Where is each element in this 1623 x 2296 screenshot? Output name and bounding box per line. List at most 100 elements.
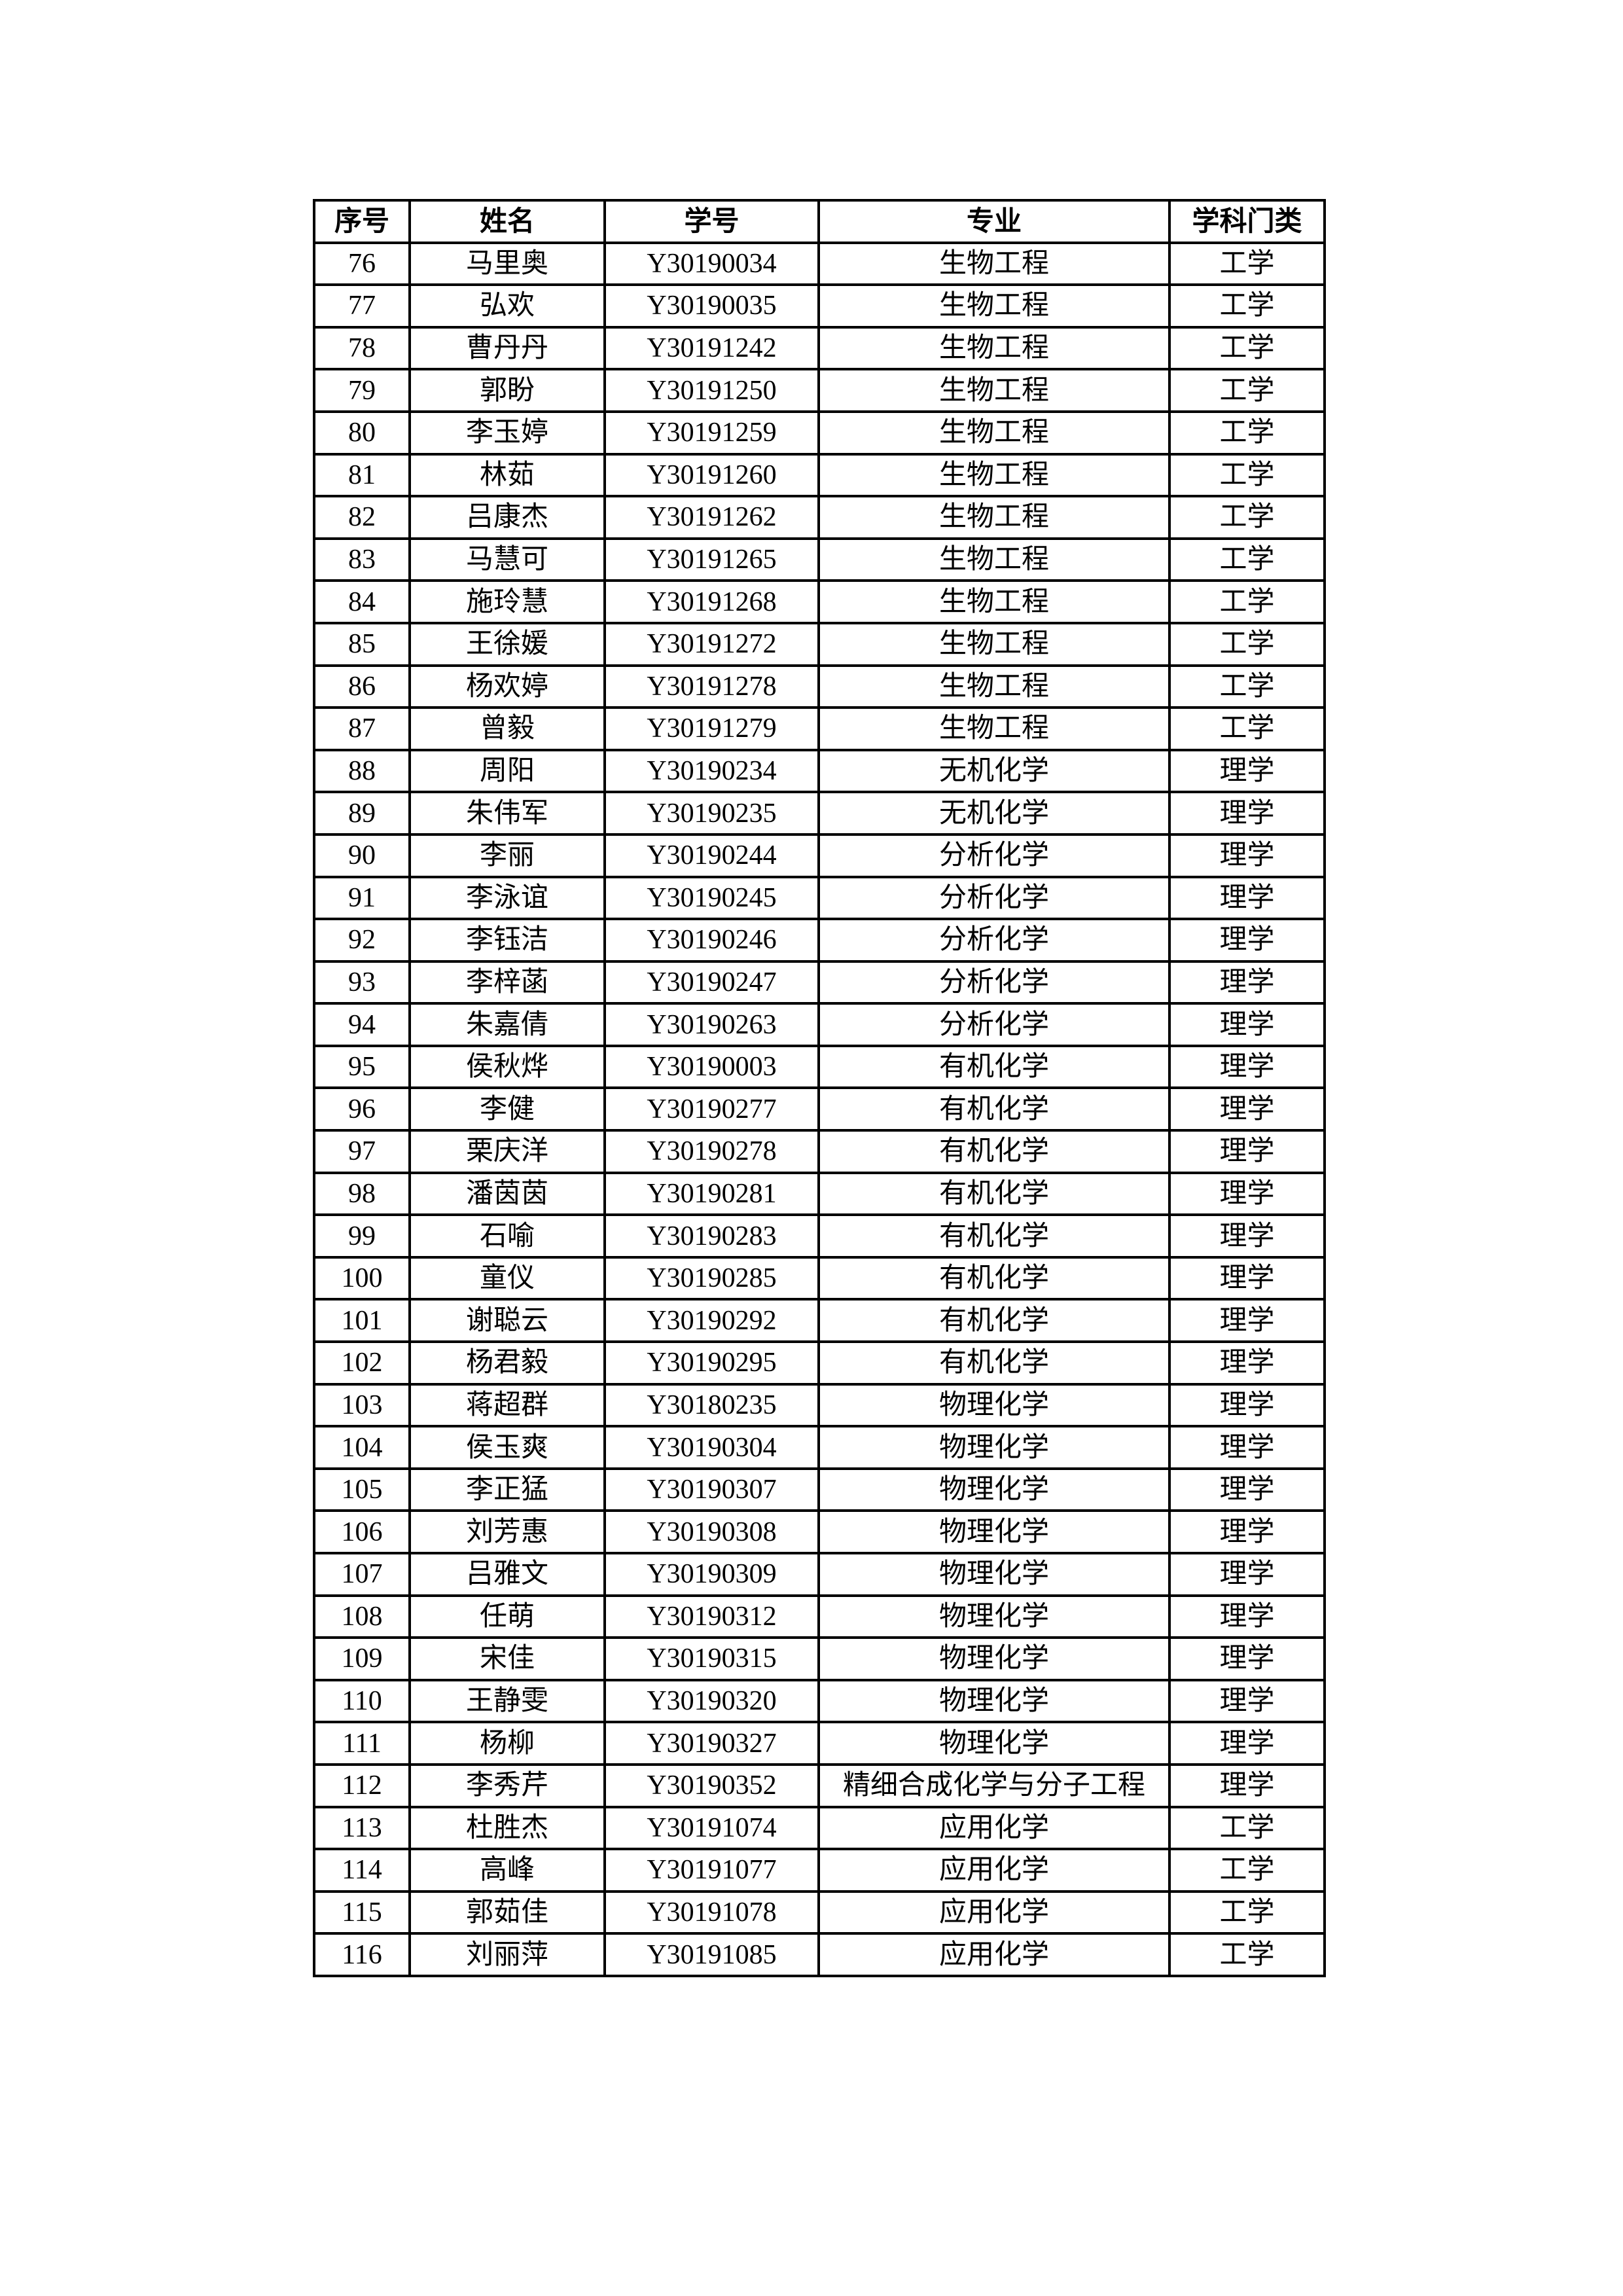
cell-name: 蒋超群 [408, 1382, 606, 1428]
table-row: 76 马里奥 Y30190034 生物工程 工学 [313, 241, 1326, 287]
cell-discipline: 理学 [1168, 1171, 1326, 1217]
cell-name: 李梓菡 [408, 960, 606, 1005]
table-row: 88 周阳 Y30190234 无机化学 理学 [313, 748, 1326, 794]
cell-index: 113 [313, 1805, 411, 1851]
cell-index: 101 [313, 1298, 411, 1344]
table-row: 108 任萌 Y30190312 物理化学 理学 [313, 1594, 1326, 1640]
cell-index: 107 [313, 1552, 411, 1597]
cell-student-id: Y30190352 [603, 1763, 820, 1808]
cell-index: 78 [313, 325, 411, 371]
cell-name: 任萌 [408, 1594, 606, 1640]
table-row: 101 谢聪云 Y30190292 有机化学 理学 [313, 1298, 1326, 1344]
cell-major: 生物工程 [817, 537, 1171, 583]
cell-discipline: 工学 [1168, 325, 1326, 371]
cell-student-id: Y30191077 [603, 1848, 820, 1893]
cell-name: 马里奥 [408, 241, 606, 287]
table-row: 92 李钰洁 Y30190246 分析化学 理学 [313, 918, 1326, 963]
cell-major: 物理化学 [817, 1425, 1171, 1470]
cell-major: 物理化学 [817, 1721, 1171, 1766]
cell-discipline: 工学 [1168, 706, 1326, 751]
cell-index: 80 [313, 410, 411, 456]
cell-discipline: 理学 [1168, 791, 1326, 836]
cell-major: 无机化学 [817, 791, 1171, 836]
cell-name: 石喻 [408, 1213, 606, 1259]
cell-index: 104 [313, 1425, 411, 1470]
cell-index: 95 [313, 1044, 411, 1090]
cell-discipline: 理学 [1168, 1213, 1326, 1259]
cell-name: 高峰 [408, 1848, 606, 1893]
cell-name: 谢聪云 [408, 1298, 606, 1344]
cell-student-id: Y30191278 [603, 664, 820, 709]
cell-index: 96 [313, 1086, 411, 1132]
cell-discipline: 理学 [1168, 1552, 1326, 1597]
cell-index: 90 [313, 833, 411, 878]
cell-discipline: 理学 [1168, 1340, 1326, 1386]
cell-name: 李秀芹 [408, 1763, 606, 1808]
cell-name: 李健 [408, 1086, 606, 1132]
table-row: 96 李健 Y30190277 有机化学 理学 [313, 1086, 1326, 1132]
table-row: 99 石喻 Y30190283 有机化学 理学 [313, 1213, 1326, 1259]
cell-student-id: Y30190246 [603, 918, 820, 963]
table-row: 83 马慧可 Y30191265 生物工程 工学 [313, 537, 1326, 583]
cell-discipline: 理学 [1168, 875, 1326, 921]
cell-major: 有机化学 [817, 1171, 1171, 1217]
table-row: 98 潘茵茵 Y30190281 有机化学 理学 [313, 1171, 1326, 1217]
cell-student-id: Y30191272 [603, 621, 820, 667]
cell-discipline: 理学 [1168, 1298, 1326, 1344]
cell-major: 生物工程 [817, 706, 1171, 751]
cell-discipline: 工学 [1168, 495, 1326, 540]
table-row: 78 曹丹丹 Y30191242 生物工程 工学 [313, 325, 1326, 371]
cell-discipline: 理学 [1168, 1721, 1326, 1766]
cell-discipline: 理学 [1168, 1255, 1326, 1301]
cell-major: 物理化学 [817, 1552, 1171, 1597]
cell-index: 83 [313, 537, 411, 583]
cell-discipline: 工学 [1168, 579, 1326, 624]
cell-discipline: 工学 [1168, 241, 1326, 287]
cell-major: 应用化学 [817, 1848, 1171, 1893]
cell-discipline: 工学 [1168, 664, 1326, 709]
cell-student-id: Y30190035 [603, 283, 820, 329]
table-row: 106 刘芳惠 Y30190308 物理化学 理学 [313, 1509, 1326, 1554]
cell-major: 无机化学 [817, 748, 1171, 794]
cell-name: 朱伟军 [408, 791, 606, 836]
student-table: 序号 姓名 学号 专业 学科门类 76 马里奥 Y30190034 生物工程 工学 77 弘… [313, 199, 1326, 1977]
cell-name: 王静雯 [408, 1678, 606, 1724]
cell-major: 生物工程 [817, 579, 1171, 624]
cell-student-id: Y30191260 [603, 452, 820, 498]
header-discipline: 学科门类 [1168, 199, 1326, 244]
cell-student-id: Y30190285 [603, 1255, 820, 1301]
table-row: 114 高峰 Y30191077 应用化学 工学 [313, 1848, 1326, 1893]
cell-name: 李正猛 [408, 1467, 606, 1513]
cell-major: 物理化学 [817, 1509, 1171, 1554]
table-row: 82 吕康杰 Y30191262 生物工程 工学 [313, 495, 1326, 540]
cell-index: 111 [313, 1721, 411, 1766]
cell-discipline: 理学 [1168, 833, 1326, 878]
cell-student-id: Y30190295 [603, 1340, 820, 1386]
cell-index: 116 [313, 1932, 411, 1977]
cell-student-id: Y30180235 [603, 1382, 820, 1428]
cell-name: 杨柳 [408, 1721, 606, 1766]
cell-index: 110 [313, 1678, 411, 1724]
cell-name: 弘欢 [408, 283, 606, 329]
cell-discipline: 理学 [1168, 1044, 1326, 1090]
cell-discipline: 工学 [1168, 368, 1326, 413]
header-index: 序号 [313, 199, 411, 244]
cell-student-id: Y30190312 [603, 1594, 820, 1640]
table-row: 97 栗庆洋 Y30190278 有机化学 理学 [313, 1129, 1326, 1174]
table-row: 107 吕雅文 Y30190309 物理化学 理学 [313, 1552, 1326, 1597]
cell-major: 分析化学 [817, 875, 1171, 921]
cell-index: 77 [313, 283, 411, 329]
cell-major: 分析化学 [817, 833, 1171, 878]
cell-index: 91 [313, 875, 411, 921]
table-row: 89 朱伟军 Y30190235 无机化学 理学 [313, 791, 1326, 836]
table-row: 102 杨君毅 Y30190295 有机化学 理学 [313, 1340, 1326, 1386]
cell-student-id: Y30191259 [603, 410, 820, 456]
cell-major: 物理化学 [817, 1636, 1171, 1681]
cell-discipline: 理学 [1168, 1509, 1326, 1554]
cell-major: 生物工程 [817, 495, 1171, 540]
cell-student-id: Y30190283 [603, 1213, 820, 1259]
cell-student-id: Y30190244 [603, 833, 820, 878]
cell-discipline: 理学 [1168, 1086, 1326, 1132]
cell-name: 李钰洁 [408, 918, 606, 963]
cell-discipline: 理学 [1168, 1382, 1326, 1428]
